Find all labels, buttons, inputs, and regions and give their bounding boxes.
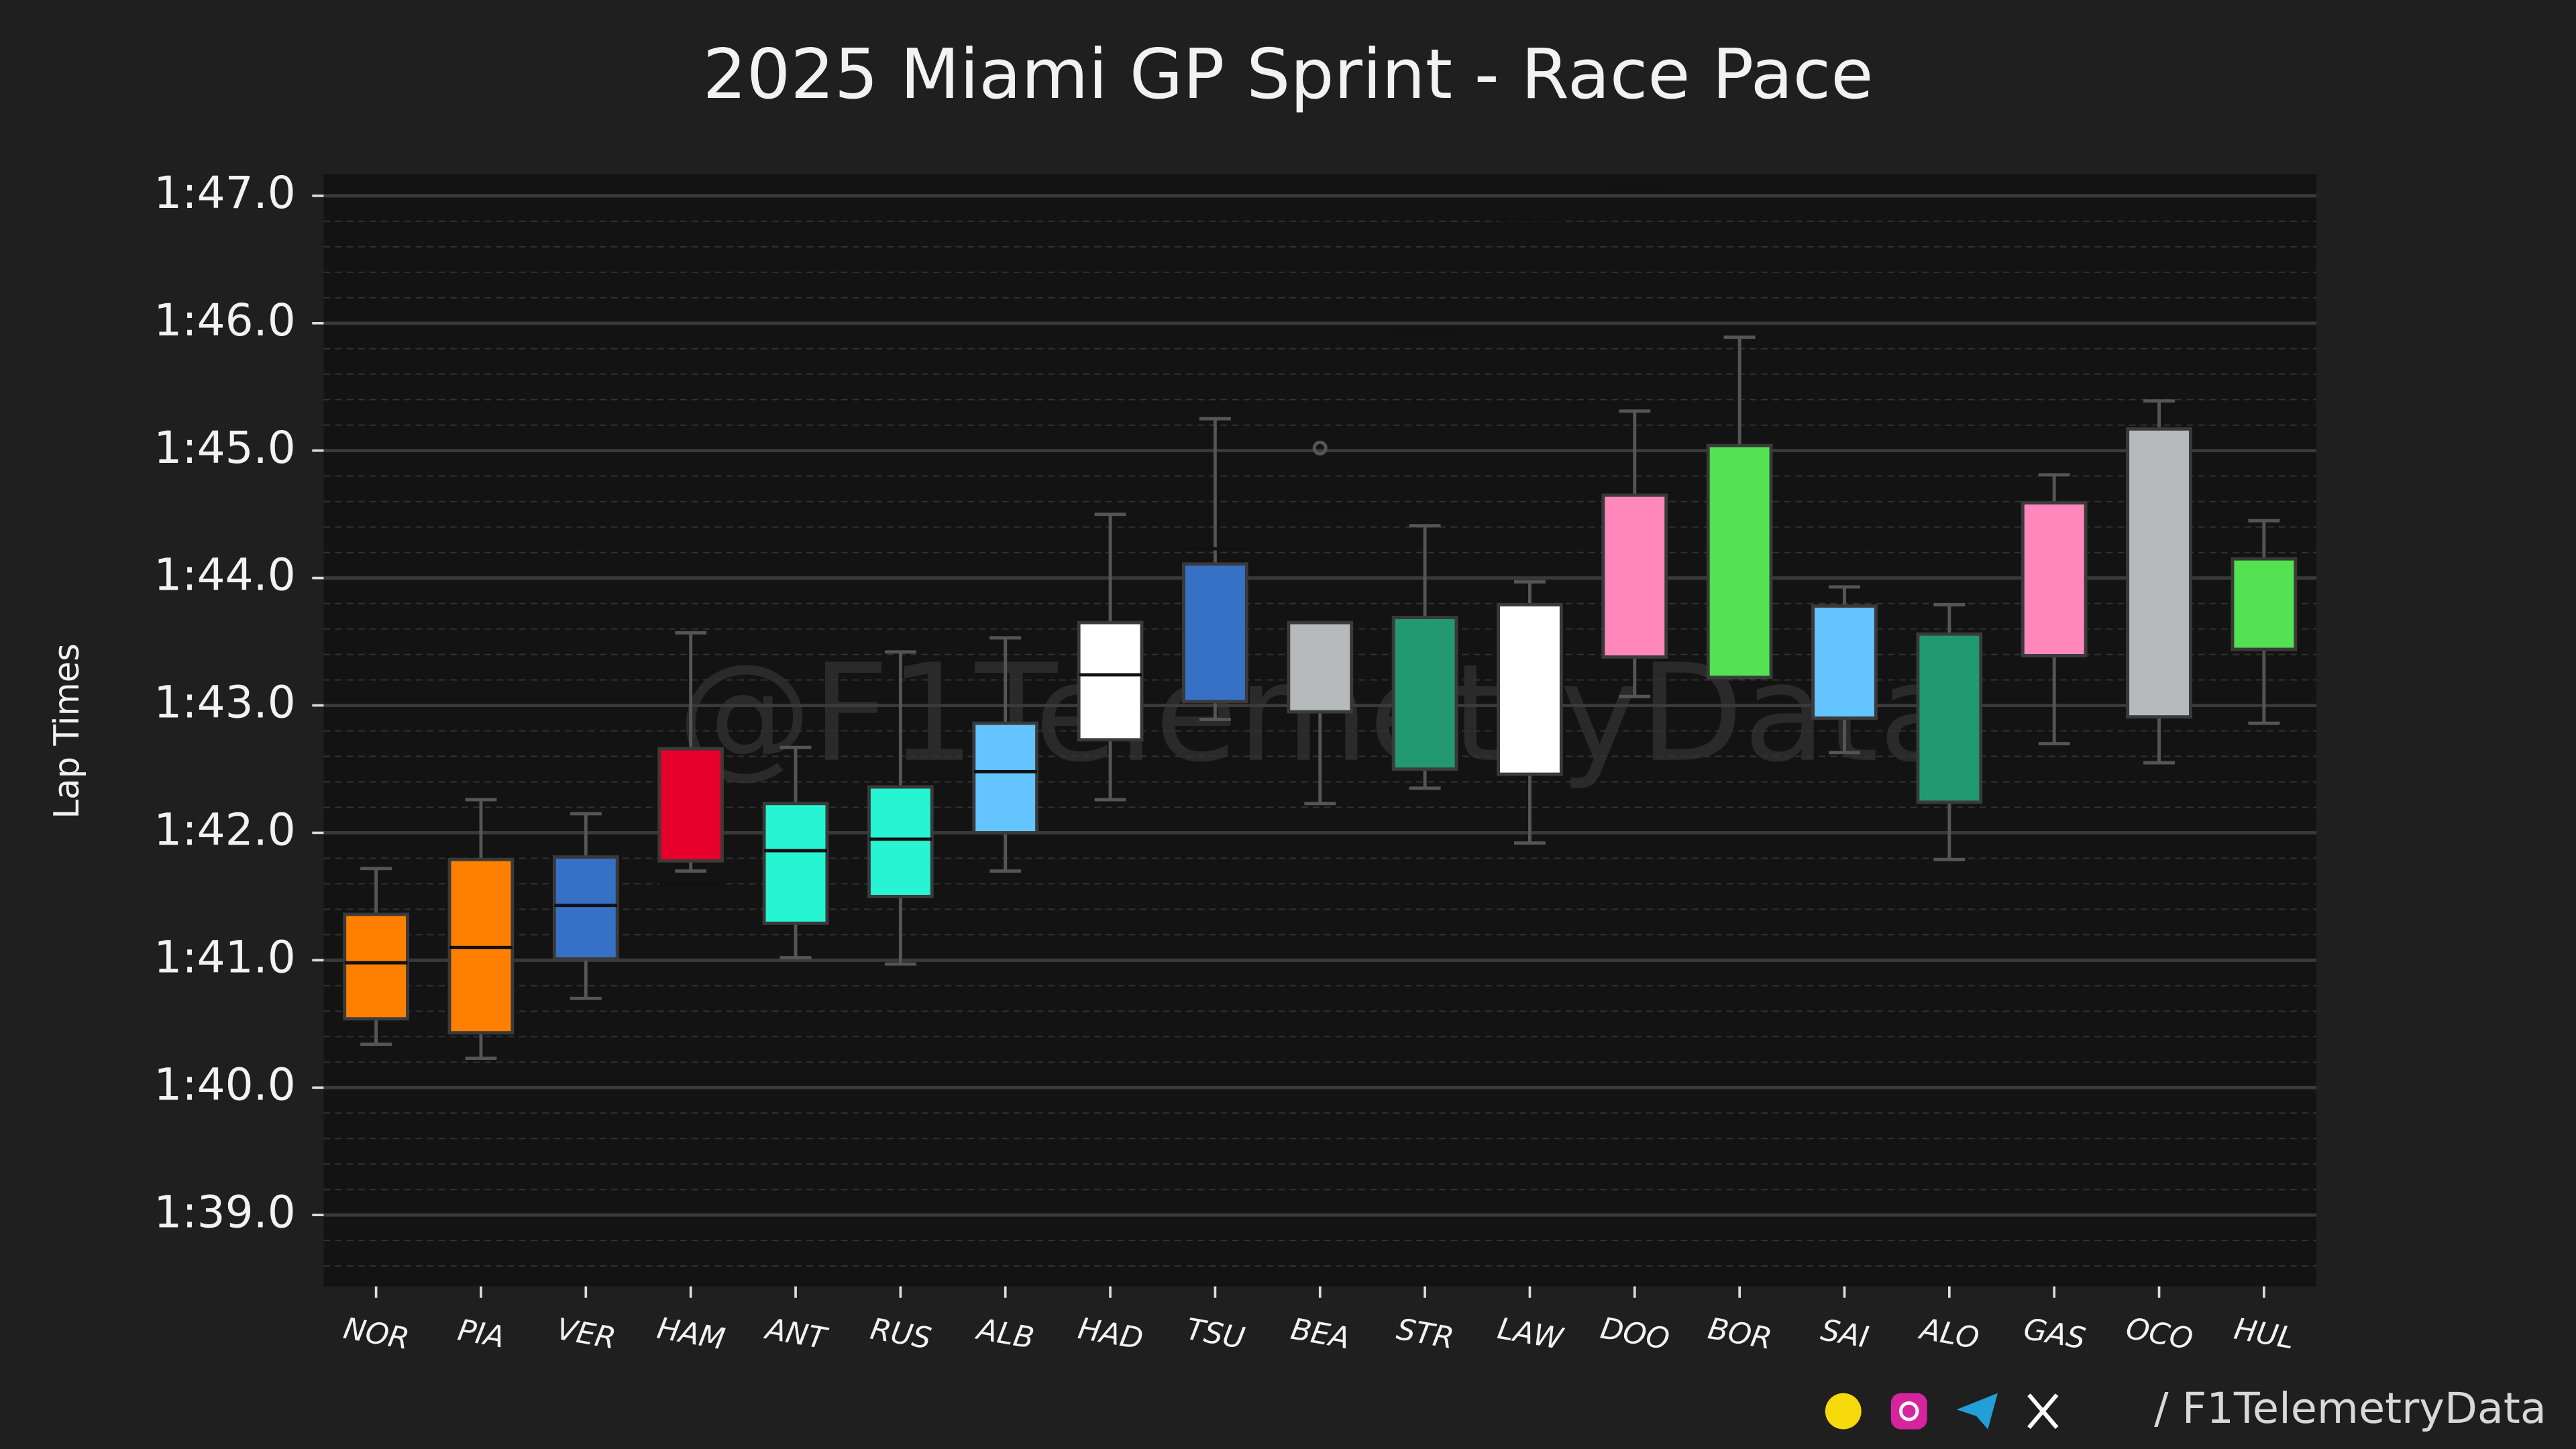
y-tick-label: 1:41.0 xyxy=(154,931,296,983)
box xyxy=(657,747,724,863)
box xyxy=(1391,616,1458,771)
box xyxy=(867,785,934,898)
y-axis-label: Lap Times xyxy=(47,643,87,819)
box xyxy=(1497,603,1563,776)
box xyxy=(762,802,829,925)
box xyxy=(1811,604,1878,720)
box xyxy=(972,721,1039,835)
x-tick-label: PIA xyxy=(455,1313,508,1354)
y-tick-label: 1:45.0 xyxy=(154,422,296,474)
y-tick-label: 1:42.0 xyxy=(154,804,296,856)
social-icons xyxy=(1825,1393,2059,1430)
chart-title: 2025 Miami GP Sprint - Race Pace xyxy=(703,35,1874,115)
box xyxy=(2126,427,2192,719)
y-tick-label: 1:40.0 xyxy=(154,1059,296,1110)
flier xyxy=(1312,440,1328,455)
y-tick-label: 1:46.0 xyxy=(154,294,296,346)
box xyxy=(1182,562,1248,704)
box xyxy=(343,912,409,1021)
footer: / F1TelemetryData xyxy=(2154,1384,2546,1434)
y-tick-label: 1:43.0 xyxy=(154,677,296,729)
box xyxy=(1601,493,1668,659)
y-tick-label: 1:39.0 xyxy=(154,1186,296,1238)
box xyxy=(2021,501,2088,657)
box xyxy=(1287,621,1354,714)
y-tick-label: 1:47.0 xyxy=(154,167,296,219)
box xyxy=(1077,621,1144,742)
box xyxy=(1916,632,1983,804)
box xyxy=(552,855,619,961)
box xyxy=(2231,557,2298,651)
y-tick-label: 1:44.0 xyxy=(154,549,296,601)
box xyxy=(1706,443,1773,680)
x-tick-label: SAI xyxy=(1818,1313,1871,1355)
